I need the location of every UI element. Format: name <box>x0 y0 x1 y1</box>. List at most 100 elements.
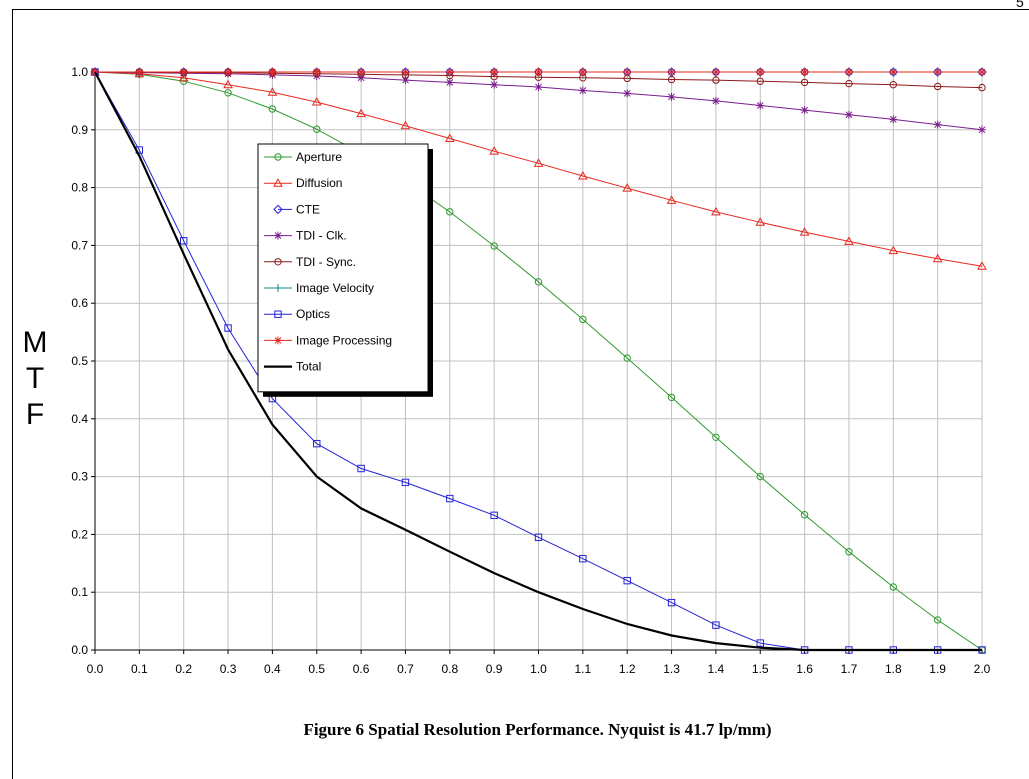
data-point <box>533 158 544 167</box>
y-tick-label: 0.0 <box>71 643 88 657</box>
data-point <box>180 237 188 245</box>
y-axis-label-letter: F <box>26 398 44 431</box>
data-point <box>800 511 809 519</box>
data-point <box>711 96 720 105</box>
x-tick-label: 0.8 <box>441 662 458 676</box>
y-tick-label: 0.6 <box>71 296 88 310</box>
series-total <box>94 71 982 652</box>
data-point <box>978 125 986 134</box>
x-tick-label: 0.9 <box>486 662 503 676</box>
data-point <box>223 79 233 89</box>
data-point <box>401 478 410 487</box>
legend-label: Total <box>296 360 321 374</box>
series-line <box>94 71 983 651</box>
y-tick-label: 0.3 <box>71 470 88 484</box>
data-point <box>274 258 282 266</box>
data-point <box>799 227 810 236</box>
legend-label: Aperture <box>296 150 342 164</box>
data-point <box>446 494 454 503</box>
x-tick-label: 1.0 <box>530 662 547 676</box>
data-point <box>622 183 633 192</box>
data-point <box>268 68 277 76</box>
x-tick-label: 0.2 <box>175 662 192 676</box>
data-point <box>711 206 721 216</box>
data-point <box>889 81 897 89</box>
y-tick-label: 0.1 <box>71 585 88 599</box>
data-point <box>667 393 676 402</box>
data-point <box>313 439 321 448</box>
data-point <box>579 315 587 324</box>
data-point <box>578 68 587 76</box>
x-tick-label: 0.4 <box>264 662 281 676</box>
legend: Aperture Diffusion CTE TDI - Clk. TDI - Sync… <box>257 143 433 397</box>
data-point <box>534 278 543 286</box>
y-axis-label: MTF <box>23 326 48 431</box>
x-tick-label: 1.7 <box>841 662 858 676</box>
data-point <box>888 245 899 255</box>
x-tick-label: 0.7 <box>397 662 414 676</box>
data-point <box>267 87 278 96</box>
data-point <box>889 583 897 591</box>
x-tick-label: 0.1 <box>131 662 148 676</box>
data-point <box>273 204 283 215</box>
y-tick-label: 0.5 <box>71 354 88 368</box>
data-point <box>667 598 676 607</box>
data-point <box>490 68 499 76</box>
data-point <box>667 92 676 101</box>
series-line <box>94 71 983 267</box>
data-point <box>356 108 366 118</box>
data-point <box>134 68 145 78</box>
x-tick-label: 1.9 <box>929 662 946 676</box>
series-lines <box>90 66 987 654</box>
data-point <box>978 83 986 92</box>
data-point <box>490 80 499 89</box>
data-point <box>933 82 942 91</box>
data-point <box>623 576 631 585</box>
y-tick-label: 0.4 <box>71 412 88 426</box>
data-point <box>844 110 853 119</box>
data-point <box>755 217 766 226</box>
data-point <box>178 72 189 82</box>
data-point <box>311 97 322 106</box>
y-tick-label: 0.2 <box>71 527 88 541</box>
data-point <box>667 75 676 84</box>
x-tick-label: 0.6 <box>353 662 370 676</box>
legend-label: TDI - Clk. <box>296 229 347 243</box>
y-axis-label-letter: T <box>26 362 44 395</box>
data-point <box>712 433 720 441</box>
data-point <box>534 83 543 92</box>
data-point <box>800 68 809 76</box>
series-line <box>94 71 982 652</box>
data-point <box>579 554 587 563</box>
legend-label: TDI - Sync. <box>296 255 356 269</box>
data-point <box>357 464 365 473</box>
data-point <box>274 310 282 318</box>
x-tick-label: 0.0 <box>87 662 104 676</box>
data-point <box>446 208 454 216</box>
data-point <box>268 105 277 113</box>
data-point <box>400 120 411 130</box>
data-point <box>445 68 454 76</box>
data-point <box>273 178 283 187</box>
chart-axes <box>91 71 983 654</box>
data-point <box>401 76 410 85</box>
data-point <box>844 68 853 76</box>
y-axis-label-letter: M <box>23 326 48 359</box>
legend-label: Diffusion <box>296 176 342 190</box>
tick-labels: 0.0 0.1 0.2 0.3 0.4 0.5 0.6 0.7 0.8 0.9 1.0 1.1 1.2 1… <box>71 65 990 676</box>
x-tick-label: 1.5 <box>752 662 769 676</box>
series-diffusion <box>90 66 987 270</box>
legend-label: CTE <box>296 202 320 216</box>
series-line <box>95 71 983 89</box>
data-point <box>224 324 232 332</box>
x-tick-label: 1.1 <box>575 662 592 676</box>
y-tick-label: 0.8 <box>71 181 88 195</box>
data-point <box>490 242 498 250</box>
data-point <box>845 79 853 88</box>
data-point <box>578 86 587 95</box>
data-point <box>933 68 942 76</box>
data-point <box>274 231 282 240</box>
legend-box <box>257 143 429 393</box>
data-point <box>224 68 233 76</box>
legend-label: Image Velocity <box>296 281 374 295</box>
